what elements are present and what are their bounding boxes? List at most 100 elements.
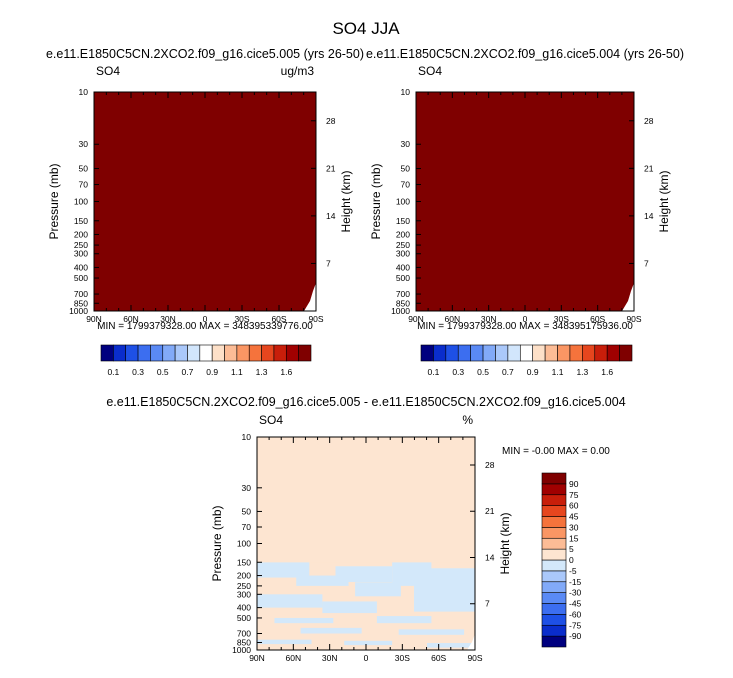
colorbar-box xyxy=(569,344,583,362)
topography-mask xyxy=(304,283,316,311)
colorbar-label: 0.7 xyxy=(182,367,194,377)
y-tick-label: 10 xyxy=(401,87,411,97)
y-tick-label: 150 xyxy=(396,216,410,226)
negative-patch xyxy=(257,562,310,578)
y2-tick-label: 7 xyxy=(644,258,649,268)
colorbar-box xyxy=(541,559,567,572)
panel-units-label: % xyxy=(462,413,473,427)
y-tick-label: 500 xyxy=(396,273,410,283)
colorbar-box xyxy=(619,344,633,362)
colorbar-box xyxy=(211,344,225,362)
colorbar-box xyxy=(482,344,496,362)
y-tick-label: 250 xyxy=(74,240,88,250)
y-tick-label: 850 xyxy=(396,298,410,308)
y-tick-label: 850 xyxy=(237,637,251,647)
y-tick-label: 1000 xyxy=(391,306,410,316)
y-tick-label: 1000 xyxy=(69,306,88,316)
colorbar-label: 0.3 xyxy=(452,367,464,377)
colorbar-label: -5 xyxy=(569,566,577,576)
y2-tick-label: 21 xyxy=(644,163,654,173)
x-tick-label: 30S xyxy=(395,653,410,663)
colorbar-label: 1.3 xyxy=(256,367,268,377)
colorbar-label: 0.9 xyxy=(206,367,218,377)
min-max-stats: MIN = 1799379328.00 MAX = 348395175936.0… xyxy=(417,321,633,332)
colorbar-box xyxy=(541,592,567,604)
y-tick-label: 10 xyxy=(242,432,252,442)
colorbar-label: 5 xyxy=(569,544,574,554)
y-tick-label: 500 xyxy=(237,613,251,623)
colorbar-label: 30 xyxy=(569,522,579,532)
y-tick-label: 400 xyxy=(396,262,410,272)
colorbar-label: 0.5 xyxy=(477,367,489,377)
x-tick-label: 0 xyxy=(203,314,208,324)
colorbar-label: 0.3 xyxy=(132,367,144,377)
colorbar-box xyxy=(187,344,201,362)
colorbar-label: 1.3 xyxy=(576,367,588,377)
y2-tick-label: 28 xyxy=(485,460,495,470)
y2-tick-label: 7 xyxy=(485,599,490,609)
colorbar-box xyxy=(420,344,434,362)
negative-patch xyxy=(427,643,475,648)
colorbar-label: 1.1 xyxy=(552,367,564,377)
y-tick-label: 70 xyxy=(79,180,89,190)
colorbar-box xyxy=(541,603,567,615)
x-tick-label: 0 xyxy=(523,314,528,324)
negative-patch xyxy=(344,640,393,646)
y-tick-label: 100 xyxy=(396,197,410,207)
x-tick-label: 90S xyxy=(626,314,641,324)
colorbar-box xyxy=(541,505,567,517)
y-tick-label: 250 xyxy=(237,581,251,591)
y-tick-label: 150 xyxy=(237,557,251,567)
min-max-stats: MIN = -0.00 MAX = 0.00 xyxy=(502,446,610,457)
panel-title: e.e11.E1850C5CN.2XCO2.f09_g16.cice5.004 … xyxy=(366,47,684,61)
colorbar-label: 0.5 xyxy=(157,367,169,377)
negative-patch xyxy=(355,582,401,597)
negative-patch xyxy=(322,601,377,614)
colorbar-box xyxy=(236,344,250,362)
colorbar-label: 1.6 xyxy=(601,367,613,377)
colorbar-box xyxy=(541,624,567,637)
y-tick-label: 50 xyxy=(242,506,252,516)
colorbar-label: 45 xyxy=(569,512,579,522)
colorbar-label: 1.6 xyxy=(280,367,292,377)
y-tick-label: 300 xyxy=(396,249,410,259)
colorbar-box xyxy=(224,344,238,362)
colorbar-box xyxy=(285,344,299,362)
colorbar-box xyxy=(125,344,139,362)
colorbar-box xyxy=(541,494,567,506)
colorbar-label: 90 xyxy=(569,479,579,489)
y2-tick-label: 14 xyxy=(644,211,654,221)
colorbar-label: 0.9 xyxy=(527,367,539,377)
x-tick-label: 90S xyxy=(308,314,323,324)
figure-title: SO4 JJA xyxy=(332,19,400,38)
y-tick-label: 30 xyxy=(79,139,89,149)
colorbar-box xyxy=(199,344,213,362)
min-max-stats: MIN = 1799379328.00 MAX = 348395339776.0… xyxy=(97,321,313,332)
colorbar-box xyxy=(137,344,151,362)
x-tick-label: 30S xyxy=(554,314,569,324)
y-tick-label: 70 xyxy=(401,180,411,190)
y2-tick-label: 21 xyxy=(485,506,495,516)
x-tick-label: 30N xyxy=(481,314,497,324)
colorbar-box xyxy=(541,472,567,485)
colorbar-label: 15 xyxy=(569,533,579,543)
colorbar-box xyxy=(541,570,567,583)
panel-left-label: SO4 xyxy=(418,64,442,78)
panel-left-label: SO4 xyxy=(96,64,120,78)
negative-patch xyxy=(296,575,349,586)
x-tick-label: 60N xyxy=(123,314,139,324)
x-tick-label: 90N xyxy=(86,314,102,324)
negative-patch xyxy=(398,629,465,635)
y-tick-label: 300 xyxy=(237,589,251,599)
y-tick-label: 400 xyxy=(237,603,251,613)
x-tick-label: 60N xyxy=(445,314,461,324)
y-tick-label: 100 xyxy=(237,539,251,549)
topography-mask xyxy=(467,634,475,650)
y-tick-label: 250 xyxy=(396,240,410,250)
y2-axis-title: Height (km) xyxy=(657,170,671,232)
negative-patch xyxy=(300,627,362,634)
x-tick-label: 90S xyxy=(467,653,482,663)
colorbar-box xyxy=(541,614,567,626)
x-tick-label: 30N xyxy=(322,653,338,663)
x-tick-label: 60S xyxy=(431,653,446,663)
